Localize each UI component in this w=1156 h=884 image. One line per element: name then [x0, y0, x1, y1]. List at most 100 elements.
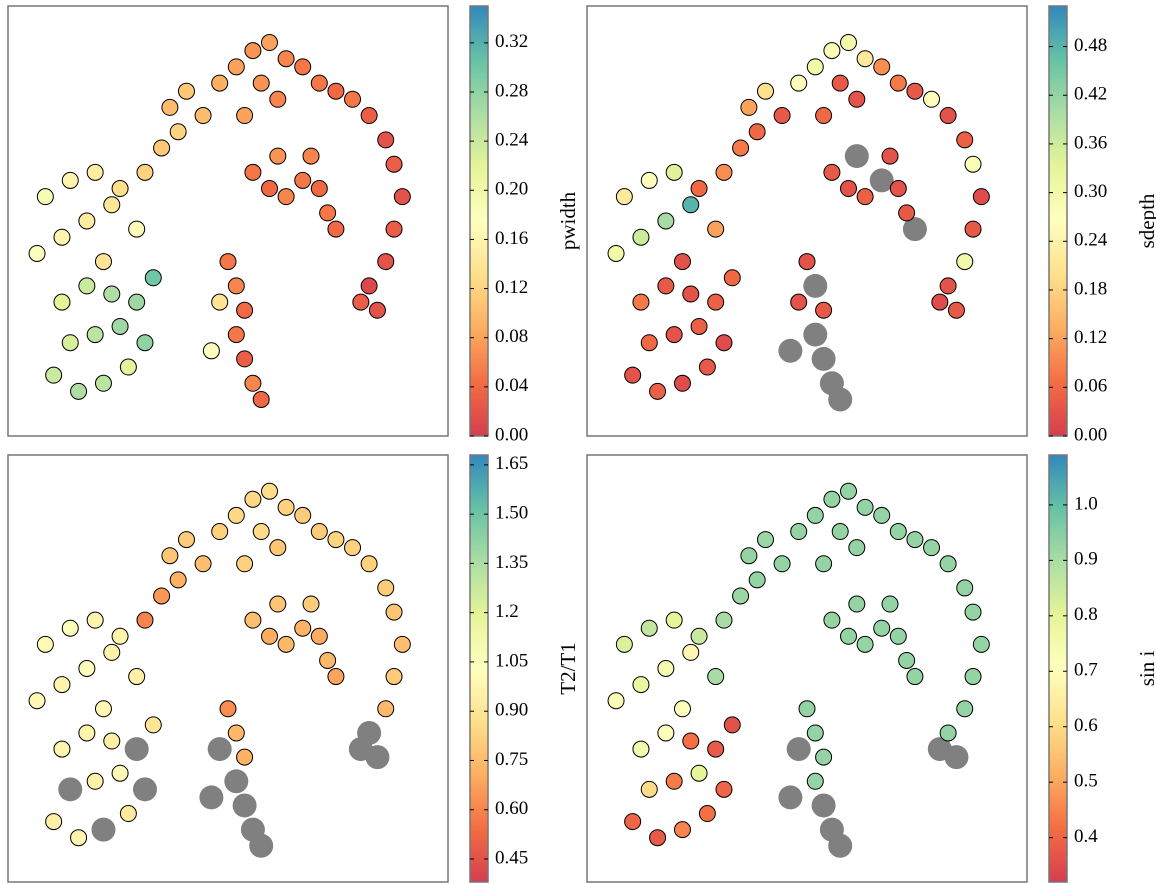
point	[889, 74, 907, 92]
point	[873, 58, 891, 76]
point	[385, 155, 403, 173]
point	[798, 253, 816, 271]
point	[840, 482, 858, 500]
point	[640, 619, 658, 637]
colorbar-tick-label: 0.30	[1074, 181, 1107, 202]
colorbar-tick-label: 1.0	[1074, 493, 1098, 514]
point	[344, 90, 362, 108]
point	[964, 220, 982, 238]
point	[848, 595, 866, 613]
point	[244, 611, 262, 629]
point	[840, 180, 858, 198]
point	[269, 539, 287, 557]
point	[144, 716, 162, 734]
point	[86, 611, 104, 629]
point	[939, 724, 957, 742]
point	[939, 107, 957, 125]
point	[748, 123, 766, 141]
point	[252, 390, 270, 408]
point	[128, 668, 146, 686]
point	[732, 587, 750, 605]
point	[244, 374, 262, 392]
point	[707, 668, 725, 686]
missing-point	[828, 387, 853, 412]
point	[244, 42, 262, 60]
axes-frame	[586, 5, 1028, 437]
point	[302, 147, 320, 165]
point	[36, 635, 54, 653]
point	[194, 555, 212, 573]
point	[740, 98, 758, 116]
point	[657, 277, 675, 295]
point	[624, 813, 642, 831]
point	[211, 74, 229, 92]
missing-point	[232, 793, 257, 818]
point	[385, 668, 403, 686]
point	[640, 171, 658, 189]
point	[823, 163, 841, 181]
point	[690, 764, 708, 782]
missing-point	[902, 217, 927, 242]
point	[707, 220, 725, 238]
point	[344, 539, 362, 557]
colorbar-tick-label: 0.04	[495, 375, 529, 396]
missing-point	[927, 737, 952, 762]
colorbar-tick-label: 1.65	[495, 453, 528, 474]
point	[219, 253, 237, 271]
point	[294, 171, 312, 189]
point	[78, 277, 96, 295]
point	[111, 317, 129, 335]
point	[923, 90, 941, 108]
colorbar-tick-label: 0.9	[1074, 549, 1098, 570]
point	[227, 58, 245, 76]
point	[665, 326, 683, 344]
point	[806, 724, 824, 742]
point	[236, 350, 254, 368]
point	[227, 326, 245, 344]
colorbar-tick-label: 0.12	[495, 277, 528, 298]
colorbar-label: T2/T1	[556, 642, 580, 695]
point	[815, 107, 833, 125]
point	[939, 277, 957, 295]
point	[964, 603, 982, 621]
point	[294, 506, 312, 524]
point	[136, 163, 154, 181]
point	[873, 506, 891, 524]
point	[906, 531, 924, 549]
point	[360, 277, 378, 295]
point	[377, 579, 395, 597]
point	[707, 740, 725, 758]
point	[269, 595, 287, 613]
point	[86, 326, 104, 344]
colorbar-tick-label: 1.35	[495, 552, 528, 573]
colorbar-tick-label: 0.16	[495, 228, 528, 249]
colorbar	[1048, 5, 1068, 437]
colorbar-tick-label: 0.5	[1074, 771, 1098, 792]
colorbar-tick-label: 0.42	[1074, 84, 1107, 105]
point	[715, 611, 733, 629]
colorbar-tick-label: 0.7	[1074, 660, 1098, 681]
point	[103, 285, 121, 303]
point	[698, 358, 716, 376]
point	[211, 293, 229, 311]
point	[840, 627, 858, 645]
colorbar-tick-label: 0.48	[1074, 35, 1107, 56]
point	[673, 253, 691, 271]
point	[86, 163, 104, 181]
axes-frame	[586, 454, 1028, 883]
point	[707, 293, 725, 311]
point	[906, 668, 924, 686]
missing-point	[844, 144, 869, 169]
point	[956, 253, 974, 271]
point	[377, 253, 395, 271]
axes-frame	[7, 454, 449, 883]
point	[261, 34, 279, 52]
point	[368, 301, 386, 319]
point	[128, 220, 146, 238]
colorbar-tick-label: 0.24	[495, 130, 529, 151]
point	[236, 107, 254, 125]
point	[352, 293, 370, 311]
colorbar-tick-label: 0.24	[1074, 230, 1108, 251]
point	[103, 196, 121, 214]
point	[931, 293, 949, 311]
